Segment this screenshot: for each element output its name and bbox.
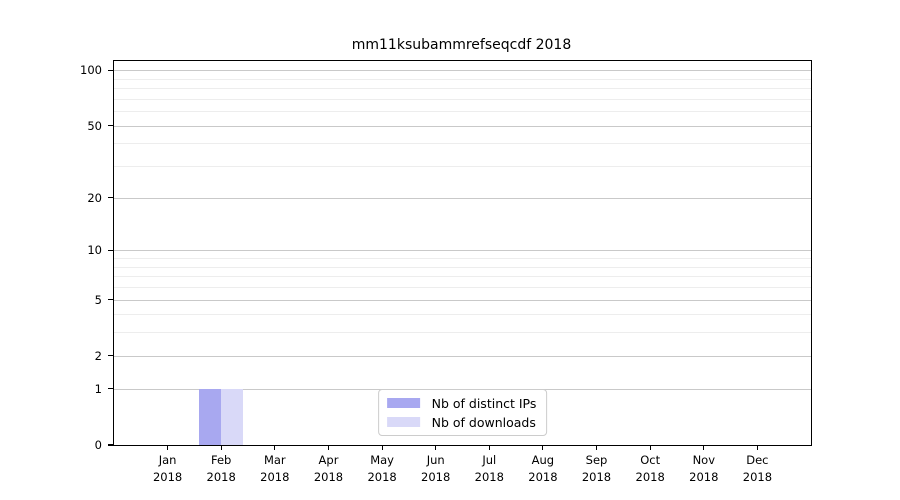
legend-label: Nb of downloads (431, 414, 536, 430)
x-tick-label: Mar 2018 (245, 452, 305, 486)
x-tick-month: Apr (318, 453, 339, 467)
x-tick-year: 2018 (206, 470, 236, 484)
y-minor-gridline (114, 166, 811, 168)
legend-swatch (386, 417, 420, 427)
x-tick-month: Sep (585, 453, 608, 467)
y-major-gridline (114, 355, 811, 357)
x-tick-year: 2018 (367, 470, 397, 484)
y-minor-gridline (114, 78, 811, 80)
x-tick-label: Dec 2018 (727, 452, 787, 486)
x-tick-year: 2018 (742, 470, 773, 484)
y-major-gridline (114, 70, 811, 72)
x-tick-label: Sep 2018 (567, 452, 627, 486)
bar-nb-of-downloads (221, 388, 243, 445)
x-tick-mark (703, 445, 705, 450)
plot-area: 0 1 2 5 10 20 50 100 Jan 2018 Feb 2018 Mar 2018 Apr 201… (80, 60, 812, 484)
x-tick-year: 2018 (313, 470, 344, 484)
y-tick-label: 20 (87, 190, 102, 205)
y-major-gridline (114, 250, 811, 252)
y-minor-gridline (114, 276, 811, 278)
y-tick-label: 100 (80, 63, 102, 78)
y-minor-gridline (114, 88, 811, 89)
x-tick-month: Oct (640, 453, 661, 467)
x-tick-month: May (370, 453, 394, 467)
x-tick-mark (542, 445, 544, 450)
y-tick-mark (108, 444, 113, 446)
x-tick-label: May 2018 (352, 452, 412, 486)
x-tick-month: Jul (482, 453, 497, 467)
x-tick-label: Apr 2018 (299, 452, 359, 486)
y-tick-mark (108, 125, 113, 127)
y-tick-mark (108, 69, 113, 71)
bar-nb-of-distinct-ips (199, 388, 222, 445)
legend-item: Nb of downloads (386, 414, 537, 430)
x-tick-month: Mar (263, 453, 286, 467)
y-minor-gridline (114, 266, 811, 268)
y-minor-gridline (114, 332, 811, 334)
x-tick-month: Jun (426, 453, 445, 467)
y-tick-label: 10 (87, 243, 102, 258)
x-tick-month: Dec (746, 453, 769, 467)
y-major-gridline (114, 299, 811, 301)
x-tick-mark (220, 445, 222, 450)
x-tick-mark (435, 445, 437, 450)
y-minor-gridline (114, 111, 811, 113)
legend-item: Nb of distinct IPs (386, 395, 537, 411)
y-minor-gridline (114, 98, 811, 100)
x-tick-month: Feb (211, 453, 232, 467)
x-tick-year: 2018 (581, 470, 612, 484)
x-tick-mark (756, 445, 758, 450)
y-minor-gridline (114, 286, 811, 288)
x-tick-label: Oct 2018 (620, 452, 680, 486)
x-tick-month: Jan (158, 453, 177, 467)
x-tick-mark (649, 445, 651, 450)
x-tick-label: Nov 2018 (674, 452, 734, 486)
x-tick-month: Aug (531, 453, 555, 467)
x-tick-year: 2018 (689, 470, 719, 484)
y-tick-label: 5 (94, 292, 102, 307)
x-tick-label: Jan 2018 (138, 452, 198, 486)
x-tick-year: 2018 (474, 470, 504, 484)
x-tick-mark (274, 445, 276, 450)
legend-swatch (386, 398, 420, 408)
x-tick-year: 2018 (421, 470, 451, 484)
y-tick-mark (108, 298, 113, 301)
x-tick-label: Jun 2018 (406, 452, 466, 486)
x-tick-month: Nov (692, 453, 716, 467)
x-tick-mark (327, 445, 330, 450)
y-major-gridline (114, 197, 811, 199)
y-tick-mark (108, 388, 113, 390)
x-tick-mark (595, 445, 598, 450)
y-minor-gridline (114, 258, 811, 259)
x-tick-mark (381, 445, 383, 450)
legend-label: Nb of distinct IPs (431, 395, 537, 411)
y-minor-gridline (114, 143, 811, 145)
y-tick-label: 0 (94, 438, 102, 452)
x-tick-label: Jul 2018 (459, 452, 519, 486)
x-tick-label: Aug 2018 (513, 452, 573, 486)
y-tick-mark (108, 355, 113, 357)
legend: Nb of distinct IPs Nb of downloads (377, 389, 548, 436)
y-minor-gridline (114, 314, 811, 316)
x-tick-mark (488, 445, 490, 450)
x-tick-year: 2018 (260, 470, 290, 484)
y-tick-label: 50 (87, 118, 102, 133)
y-tick-mark (108, 197, 113, 199)
y-tick-label: 2 (94, 348, 102, 363)
x-tick-mark (167, 445, 169, 450)
x-tick-year: 2018 (152, 470, 183, 484)
x-tick-label: Feb 2018 (191, 452, 251, 486)
y-major-gridline (114, 125, 811, 127)
x-tick-year: 2018 (528, 470, 558, 484)
x-tick-year: 2018 (635, 470, 665, 484)
chart-title: mm11ksubammrefseqcdf 2018 (351, 37, 572, 53)
y-tick-mark (108, 249, 113, 251)
y-tick-label: 1 (94, 381, 102, 396)
